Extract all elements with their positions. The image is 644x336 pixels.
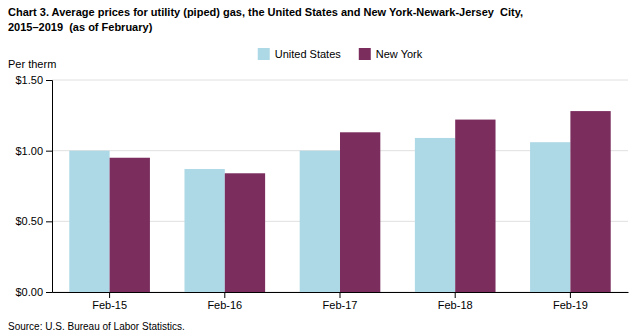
bar bbox=[570, 111, 610, 292]
x-tick-label: Feb-15 bbox=[92, 299, 127, 311]
bar bbox=[184, 169, 224, 292]
y-axis: $0.00 $0.50 $1.00 $1.50 bbox=[15, 74, 52, 298]
legend: United States New York bbox=[258, 48, 423, 60]
x-tick-mark bbox=[109, 292, 110, 298]
bar bbox=[69, 151, 109, 292]
y-axis-label: Per therm bbox=[8, 58, 56, 70]
legend-swatch bbox=[359, 48, 371, 60]
bar bbox=[530, 142, 570, 292]
bar bbox=[300, 151, 340, 292]
bars bbox=[69, 111, 610, 292]
subtitle: 2015–2019 (as of February) bbox=[8, 21, 153, 33]
x-tick-label: Feb-18 bbox=[438, 299, 473, 311]
x-tick-mark bbox=[570, 292, 571, 298]
y-tick: $0.00 bbox=[15, 286, 52, 298]
x-tick: Feb-19 bbox=[553, 292, 588, 311]
legend-swatch bbox=[258, 48, 270, 60]
y-tick: $1.00 bbox=[15, 145, 52, 157]
y-tick: $1.50 bbox=[15, 74, 52, 86]
y-tick-mark bbox=[46, 151, 52, 152]
chart: Chart 3. Average prices for utility (pip… bbox=[0, 0, 644, 336]
y-tick-mark bbox=[46, 80, 52, 81]
chart-container: Chart 3. Average prices for utility (pip… bbox=[0, 0, 644, 336]
bar bbox=[340, 132, 380, 292]
x-tick-mark bbox=[224, 292, 225, 298]
bar bbox=[415, 138, 455, 292]
x-tick-label: Feb-19 bbox=[553, 299, 588, 311]
legend-item: New York bbox=[359, 48, 423, 60]
y-tick-label: $1.00 bbox=[15, 145, 43, 157]
y-tick-mark bbox=[46, 292, 52, 293]
x-tick-label: Feb-17 bbox=[323, 299, 358, 311]
bar bbox=[110, 158, 150, 292]
bar bbox=[225, 173, 265, 292]
x-tick: Feb-17 bbox=[323, 292, 358, 311]
y-tick: $0.50 bbox=[15, 215, 52, 227]
grid-line bbox=[52, 80, 628, 81]
legend-label: United States bbox=[275, 48, 342, 60]
y-tick-label: $1.50 bbox=[15, 74, 43, 86]
y-tick-mark bbox=[46, 221, 52, 222]
x-tick: Feb-15 bbox=[92, 292, 127, 311]
legend-label: New York bbox=[376, 48, 423, 60]
x-tick-label: Feb-16 bbox=[207, 299, 242, 311]
x-tick: Feb-16 bbox=[207, 292, 242, 311]
x-tick-mark bbox=[455, 292, 456, 298]
bar bbox=[455, 120, 495, 292]
y-axis-line bbox=[46, 81, 53, 293]
x-axis: Feb-15 Feb-16 Feb-17 Feb-18 Feb-19 bbox=[53, 292, 629, 311]
x-tick-mark bbox=[340, 292, 341, 298]
plot: $0.00$0.50$1.00$1.50Feb-15Feb-16Feb-17Fe… bbox=[15, 74, 628, 311]
legend-item: United States bbox=[258, 48, 342, 60]
y-tick-label: $0.50 bbox=[15, 215, 43, 227]
background bbox=[0, 0, 644, 336]
title: Chart 3. Average prices for utility (pip… bbox=[8, 6, 523, 18]
y-tick-label: $0.00 bbox=[15, 286, 43, 298]
x-tick: Feb-18 bbox=[438, 292, 473, 311]
grid bbox=[52, 80, 628, 292]
annotation: Source: U.S. Bureau of Labor Statistics. bbox=[8, 321, 185, 332]
